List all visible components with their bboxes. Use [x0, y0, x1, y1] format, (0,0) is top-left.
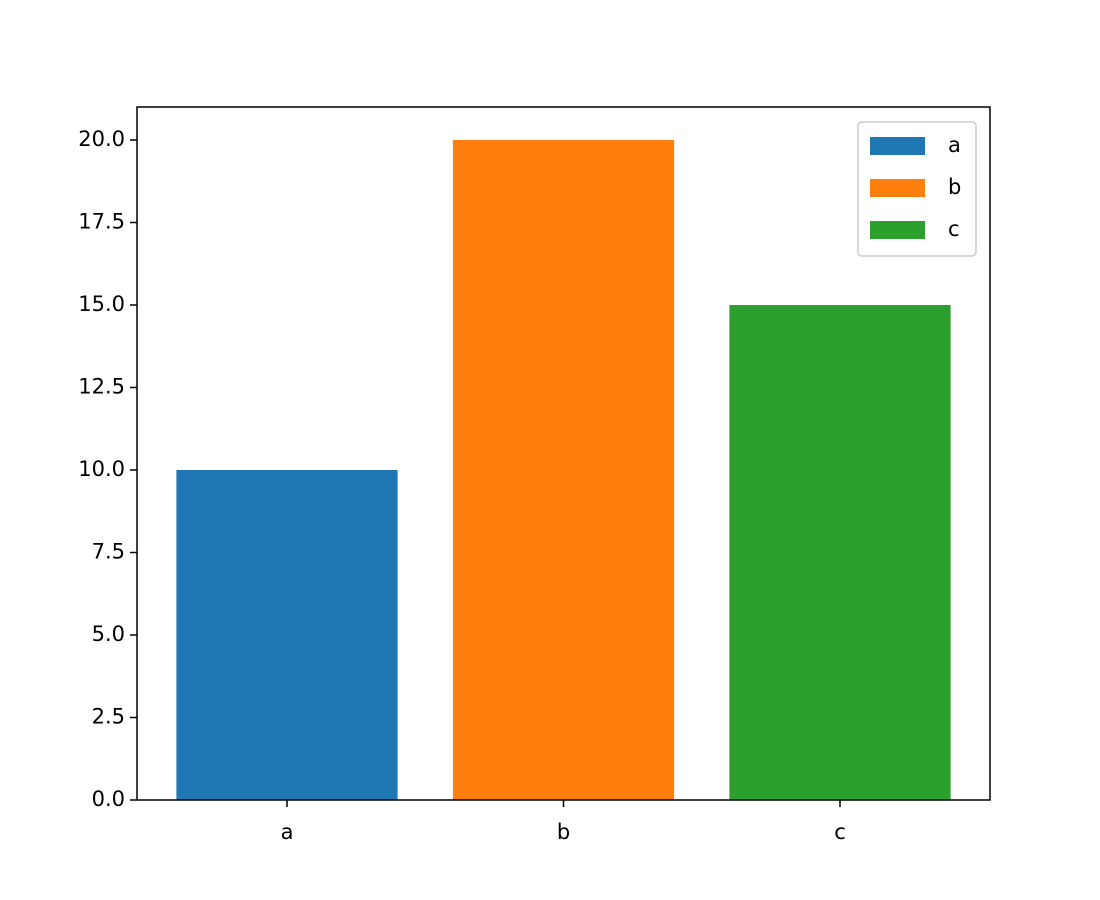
bar — [176, 470, 398, 800]
y-tick-label: 5.0 — [92, 622, 125, 646]
y-tick-label: 2.5 — [92, 705, 125, 729]
x-tick-label: b — [557, 820, 570, 844]
y-tick-label: 15.0 — [78, 292, 125, 316]
x-tick-label: a — [281, 820, 294, 844]
y-tick-label: 20.0 — [78, 127, 125, 151]
legend-swatch — [870, 137, 925, 155]
bar — [452, 140, 675, 800]
y-tick-label: 10.0 — [78, 457, 125, 481]
bar — [729, 305, 951, 800]
legend-label: b — [948, 175, 961, 199]
legend-label: c — [948, 217, 960, 241]
y-tick-label: 0.0 — [92, 787, 125, 811]
y-tick-label: 12.5 — [78, 375, 125, 399]
legend-swatch — [870, 221, 925, 239]
plot-frame — [136, 106, 991, 801]
legend-label: a — [948, 133, 961, 157]
legend-swatch — [870, 179, 925, 197]
x-tick-label: c — [834, 820, 846, 844]
y-tick-label: 17.5 — [78, 210, 125, 234]
y-tick-label: 7.5 — [92, 540, 125, 564]
legend: abc — [857, 121, 977, 257]
